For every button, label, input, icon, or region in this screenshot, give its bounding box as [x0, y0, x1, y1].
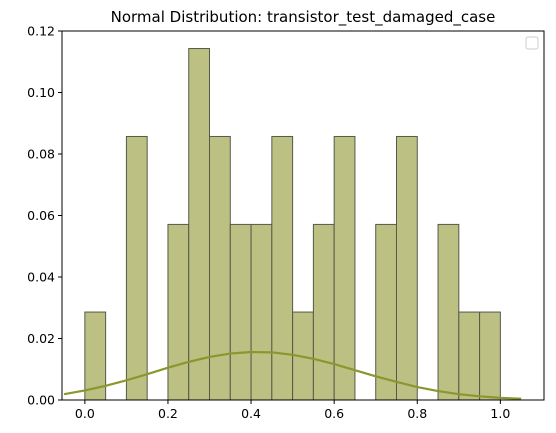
histogram-bar [271, 135, 294, 401]
histogram-bar [479, 311, 501, 401]
y-tick-label: 0.10 [27, 85, 55, 100]
histogram-bar [167, 223, 190, 401]
histogram-bar [125, 135, 148, 401]
y-tick-label: 0.02 [27, 331, 55, 346]
x-tick-label: 0.6 [324, 406, 344, 421]
y-tick-label: 0.06 [27, 208, 55, 223]
histogram-bar [209, 135, 231, 401]
histogram-bar [188, 48, 211, 401]
y-tick-label: 0.12 [27, 24, 55, 39]
histogram-bar [395, 135, 418, 401]
chart-title: Normal Distribution: transistor_test_dam… [111, 8, 496, 27]
histogram-bar [458, 311, 481, 401]
x-tick-label: 0.2 [158, 406, 178, 421]
histogram-bar [312, 223, 335, 401]
x-tick-label: 0.8 [407, 406, 427, 421]
histogram-bar [229, 223, 252, 401]
histogram-bar [250, 223, 273, 401]
histogram-bar [437, 223, 460, 401]
histogram-bar [375, 223, 397, 401]
y-tick-label: 0.00 [27, 393, 55, 408]
legend-box [525, 36, 539, 50]
density-curve-group [63, 350, 522, 400]
y-tick-label: 0.04 [27, 270, 55, 285]
histogram-bars [84, 48, 501, 401]
x-axis-ticks: 0.0 0.2 0.4 0.6 0.8 1.0 [75, 400, 510, 421]
x-tick-label: 1.0 [490, 406, 510, 421]
y-tick-label: 0.08 [27, 147, 55, 162]
y-axis-ticks: 0.00 0.02 0.04 0.06 0.08 0.10 0.12 [27, 24, 62, 408]
density-curve-line [63, 350, 522, 400]
histogram-bar [333, 135, 356, 401]
x-tick-label: 0.0 [75, 406, 95, 421]
x-tick-label: 0.4 [241, 406, 261, 421]
